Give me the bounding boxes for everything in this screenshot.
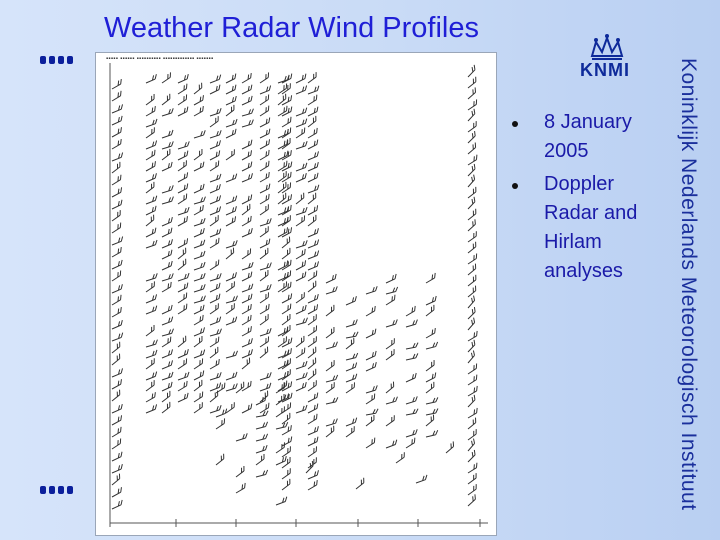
wind-profile-plot-image: ▪▪▪▪▪ ▪▪▪▪▪▪ ▪▪▪▪▪▪▪▪▪▪ ▪▪▪▪▪▪▪▪▪▪▪▪▪ ▪▪… (95, 52, 497, 536)
bullet-item: Doppler Radar and Hirlam analyses (512, 170, 662, 286)
bullet-item: 8 January 2005 (512, 108, 662, 166)
decorative-dots-top (40, 56, 73, 64)
bullet-text: 8 January 2005 (544, 111, 632, 162)
bullet-list: 8 January 2005 Doppler Radar and Hirlam … (512, 108, 662, 290)
slide-title: Weather Radar Wind Profiles (104, 12, 480, 44)
crown-icon (590, 34, 624, 60)
organization-name: Koninklijk Nederlands Meteorologisch Ins… (677, 58, 700, 511)
bullet-text: Doppler Radar and Hirlam analyses (544, 173, 638, 282)
wind-barbs-graphic (109, 63, 488, 527)
knmi-logo-text: KNMI (580, 60, 630, 80)
plot-header-text: ▪▪▪▪▪ ▪▪▪▪▪▪ ▪▪▪▪▪▪▪▪▪▪ ▪▪▪▪▪▪▪▪▪▪▪▪▪ ▪▪… (106, 56, 214, 62)
decorative-dots-bottom (40, 486, 73, 494)
